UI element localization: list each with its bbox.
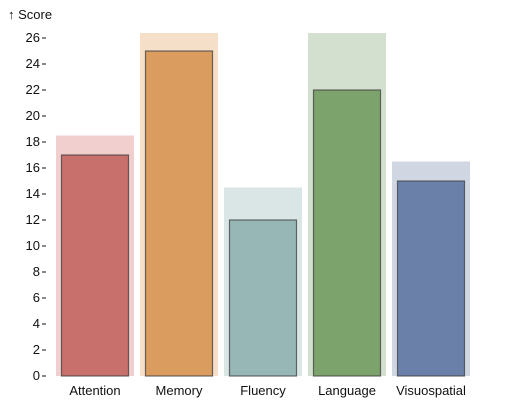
y-tick-label: 20 [26,108,40,123]
y-tick-label: 22 [26,82,40,97]
bar-language [312,89,382,377]
bar-memory [144,50,214,377]
x-axis-labels: Attention Memory Fluency Language Visuospati… [69,383,466,398]
y-tick-label: 12 [26,212,40,227]
y-tick-label: 26 [26,30,40,45]
y-axis-label: ↑ Score [8,7,52,22]
bar-attention [60,154,130,377]
bar-fluency [228,219,298,377]
x-tick-label: Attention [69,383,120,398]
y-tick-label: 14 [26,186,40,201]
x-tick-label: Language [318,383,376,398]
y-tick-label: 2 [33,342,40,357]
y-tick-label: 0 [33,368,40,383]
y-tick-label: 24 [26,56,40,71]
y-tick-label: 8 [33,264,40,279]
bar-visuospatial [396,180,466,377]
bars [60,50,466,377]
y-tick-label: 6 [33,290,40,305]
x-tick-label: Memory [156,383,203,398]
y-tick-label: 10 [26,238,40,253]
x-tick-label: Fluency [240,383,286,398]
x-tick-label: Visuospatial [396,383,466,398]
y-tick-label: 18 [26,134,40,149]
y-tick-label: 16 [26,160,40,175]
y-tick-label: 4 [33,316,40,331]
